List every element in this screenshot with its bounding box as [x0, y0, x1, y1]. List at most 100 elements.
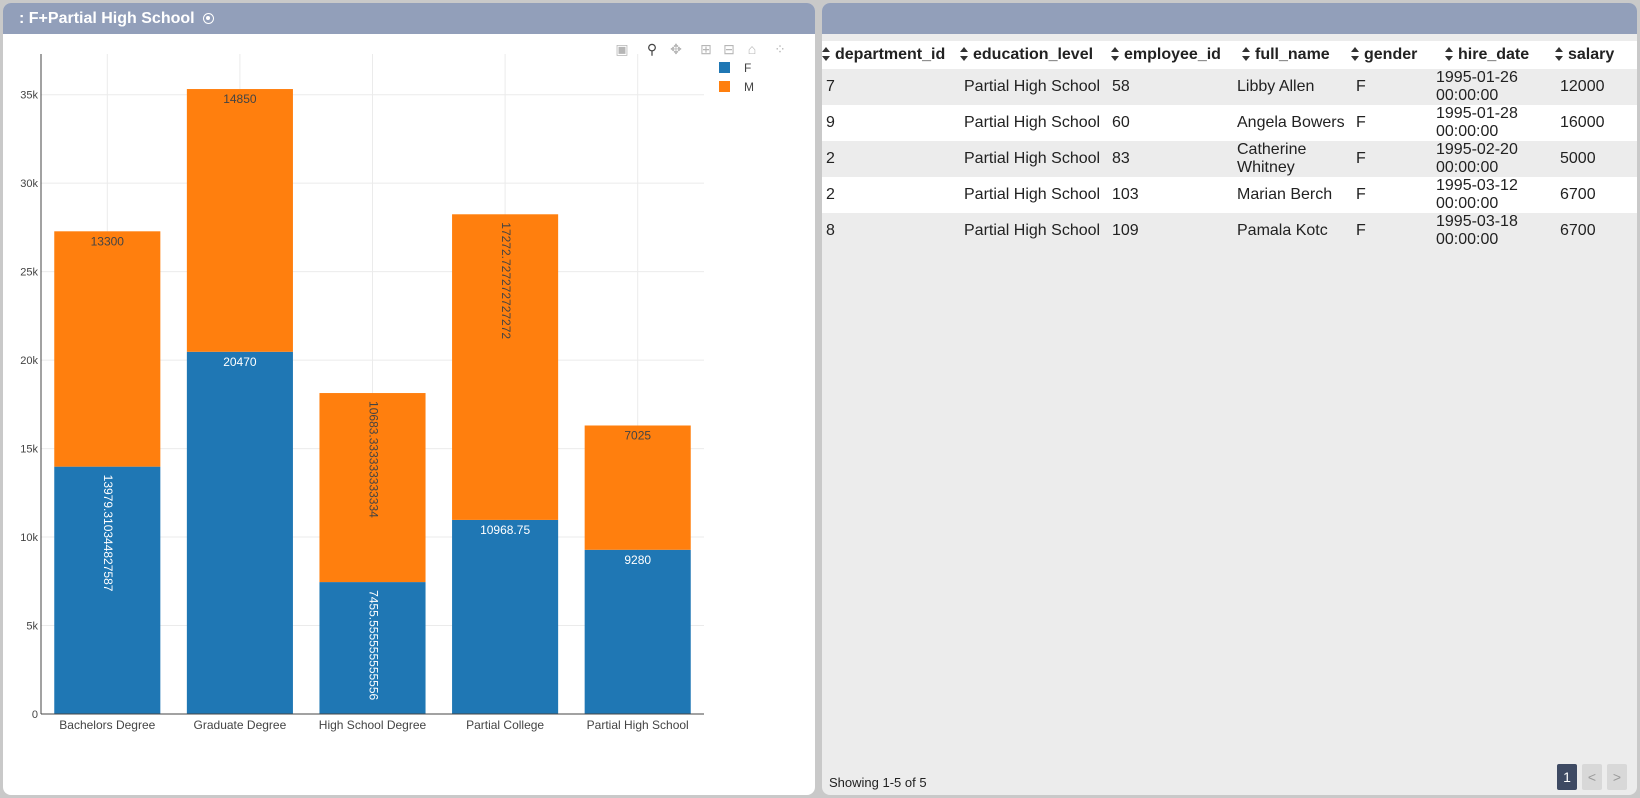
stacked-bar-chart: 0 5k 10k 15k 20k 25k 30k 35k 13979.310344827587 1… — [20, 54, 754, 732]
sort-icon[interactable] — [960, 47, 969, 61]
cell-gender: F — [1356, 186, 1366, 203]
bar-f — [452, 519, 559, 714]
spike-lines-icon[interactable]: ⁘ — [774, 41, 786, 57]
y-tick-label: 15k — [20, 444, 38, 456]
cell-hire-date: 1995-03-12 00:00:00 — [1436, 177, 1518, 212]
cell-salary: 6700 — [1560, 186, 1596, 203]
bar-value-label: 17272.727272727272 — [499, 222, 513, 339]
cell-education-level: Partial High School — [964, 78, 1101, 95]
y-tick-label: 0 — [32, 709, 38, 721]
cell-gender: F — [1356, 114, 1366, 131]
table-row[interactable]: 7 Partial High School 58 Libby Allen F 1… — [822, 69, 1637, 105]
sort-icon[interactable] — [1351, 47, 1360, 61]
cell-education-level: Partial High School — [964, 186, 1101, 203]
table-panel-header — [822, 3, 1637, 34]
bar-m — [584, 425, 691, 550]
x-tick-label: High School Degree — [319, 718, 427, 732]
pan-icon[interactable]: ✥ — [670, 41, 682, 57]
y-tick-label: 30k — [20, 178, 38, 190]
bar-m — [186, 89, 293, 352]
chart-panel: : F+Partial High School ▣ ⚲ ✥ ⊞ ⊟ ⌂ ⁘ 0 5… — [3, 3, 815, 795]
bar-f — [584, 549, 691, 714]
x-tick-label: Bachelors Degree — [59, 718, 155, 732]
sort-icon[interactable] — [1555, 47, 1564, 61]
table-row[interactable]: 8 Partial High School 109 Pamala Kotc F … — [822, 213, 1637, 249]
cell-gender: F — [1356, 78, 1366, 95]
table-row[interactable]: 2 Partial High School 83 Catherine Whitn… — [822, 141, 1637, 177]
x-tick-label: Partial College — [466, 718, 544, 732]
zoom-icon[interactable]: ⚲ — [646, 41, 658, 57]
bar-m — [54, 231, 161, 467]
sort-icon[interactable] — [822, 47, 831, 61]
bar-value-label: 10683.333333333334 — [366, 401, 380, 518]
y-tick-label: 20k — [20, 355, 38, 367]
chart-panel-header: : F+Partial High School — [3, 3, 815, 34]
table-panel: department_id education_level employee_i… — [822, 3, 1637, 795]
x-tick-label: Graduate Degree — [194, 718, 287, 732]
cell-salary: 16000 — [1560, 114, 1605, 131]
prev-page-button[interactable]: < — [1582, 764, 1602, 790]
cell-full-name: Marian Berch — [1237, 186, 1333, 203]
sort-icon[interactable] — [1111, 47, 1120, 61]
cell-employee-id: 83 — [1112, 150, 1130, 167]
cell-department-id: 2 — [826, 150, 835, 167]
cell-full-name: Pamala Kotc — [1237, 222, 1328, 239]
cell-employee-id: 60 — [1112, 114, 1130, 131]
column-header-hire-date[interactable]: hire_date — [1445, 41, 1529, 69]
cell-department-id: 2 — [826, 186, 835, 203]
sort-icon[interactable] — [1242, 47, 1251, 61]
home-icon[interactable]: ⌂ — [747, 41, 757, 57]
table-header: department_id education_level employee_i… — [822, 41, 1637, 69]
table-row[interactable]: 9 Partial High School 60 Angela Bowers F… — [822, 105, 1637, 141]
bar-value-label: 20470 — [223, 355, 257, 369]
legend-swatch-m — [719, 81, 730, 92]
cell-hire-date: 1995-01-28 00:00:00 — [1436, 105, 1518, 140]
bar-value-label: 13979.310344827587 — [101, 475, 115, 592]
column-header-salary[interactable]: salary — [1555, 41, 1614, 69]
y-tick-label: 10k — [20, 532, 38, 544]
bar-value-label: 7025 — [624, 428, 651, 442]
cell-employee-id: 58 — [1112, 78, 1130, 95]
cell-salary: 5000 — [1560, 150, 1596, 167]
next-page-button[interactable]: > — [1607, 764, 1627, 790]
bar-value-label: 13300 — [91, 234, 125, 248]
bar-f — [319, 582, 426, 714]
cell-education-level: Partial High School — [964, 222, 1101, 239]
column-header-education-level[interactable]: education_level — [960, 41, 1093, 69]
legend-label: F — [744, 61, 751, 75]
cell-hire-date: 1995-02-20 00:00:00 — [1436, 141, 1518, 176]
close-icon[interactable] — [202, 13, 214, 24]
column-header-full-name[interactable]: full_name — [1242, 41, 1330, 69]
page-1-button[interactable]: 1 — [1557, 764, 1577, 790]
bar-f — [186, 351, 293, 714]
cell-education-level: Partial High School — [964, 150, 1101, 167]
cell-full-name: Catherine Whitney — [1237, 141, 1307, 176]
cell-employee-id: 109 — [1112, 222, 1139, 239]
legend-swatch-f — [719, 62, 730, 73]
column-header-employee-id[interactable]: employee_id — [1111, 41, 1221, 69]
sort-icon[interactable] — [1445, 47, 1454, 61]
column-header-gender[interactable]: gender — [1351, 41, 1417, 69]
cell-salary: 12000 — [1560, 78, 1605, 95]
cell-department-id: 7 — [826, 78, 835, 95]
cell-full-name: Libby Allen — [1237, 78, 1315, 95]
cell-gender: F — [1356, 150, 1366, 167]
bar-m — [319, 393, 426, 583]
cell-department-id: 9 — [826, 114, 835, 131]
y-tick-label: 5k — [26, 621, 38, 633]
table-row[interactable]: 2 Partial High School 103 Marian Berch F… — [822, 177, 1637, 213]
panel-title: : F+Partial High School — [19, 9, 195, 27]
cell-hire-date: 1995-01-26 00:00:00 — [1436, 69, 1518, 104]
bar-value-label: 7455.555555555556 — [366, 590, 380, 700]
zoom-out-icon[interactable]: ⊟ — [723, 41, 735, 57]
y-tick-label: 35k — [20, 90, 38, 102]
cell-department-id: 8 — [826, 222, 835, 239]
x-tick-label: Partial High School — [587, 718, 689, 732]
camera-icon[interactable]: ▣ — [615, 41, 629, 57]
cell-education-level: Partial High School — [964, 114, 1101, 131]
bar-value-label: 10968.75 — [480, 523, 530, 537]
cell-salary: 6700 — [1560, 222, 1596, 239]
bar-m — [452, 214, 559, 520]
column-header-department-id[interactable]: department_id — [822, 41, 945, 69]
zoom-in-icon[interactable]: ⊞ — [700, 41, 712, 57]
